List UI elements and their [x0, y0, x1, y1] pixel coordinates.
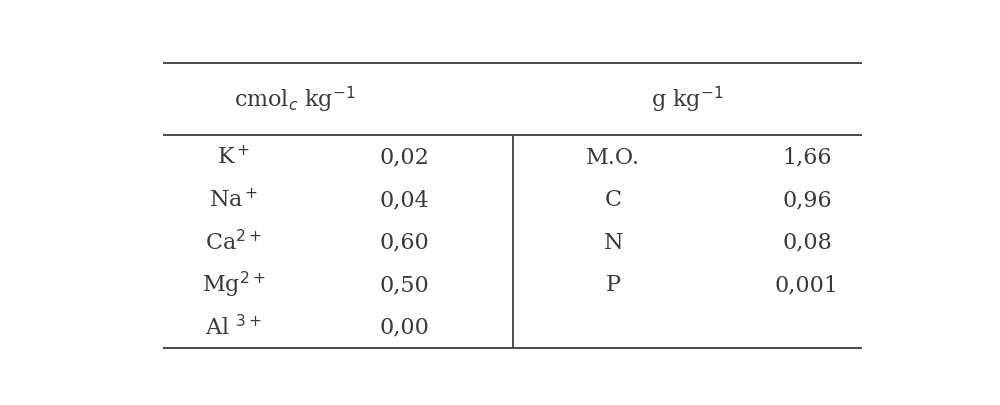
Text: 0,00: 0,00	[379, 316, 429, 338]
Text: cmol$_c$ kg$^{-1}$: cmol$_c$ kg$^{-1}$	[234, 85, 355, 115]
Text: C: C	[605, 189, 622, 211]
Text: Ca$^{2+}$: Ca$^{2+}$	[205, 229, 262, 254]
Text: Al $^{3+}$: Al $^{3+}$	[205, 314, 262, 339]
Text: 0,96: 0,96	[782, 189, 832, 211]
Text: Na$^+$: Na$^+$	[209, 188, 258, 211]
Text: M.O.: M.O.	[586, 146, 640, 168]
Text: 0,50: 0,50	[379, 273, 429, 295]
Text: P: P	[606, 273, 621, 295]
Text: 0,001: 0,001	[775, 273, 839, 295]
Text: 0,08: 0,08	[782, 231, 832, 253]
Text: Mg$^{2+}$: Mg$^{2+}$	[202, 269, 265, 299]
Text: 0,02: 0,02	[379, 146, 429, 168]
Text: K$^+$: K$^+$	[217, 145, 250, 169]
Text: g kg$^{-1}$: g kg$^{-1}$	[651, 85, 723, 115]
Text: 1,66: 1,66	[782, 146, 832, 168]
Text: 0,60: 0,60	[379, 231, 429, 253]
Text: 0,04: 0,04	[379, 189, 429, 211]
Text: N: N	[604, 231, 623, 253]
